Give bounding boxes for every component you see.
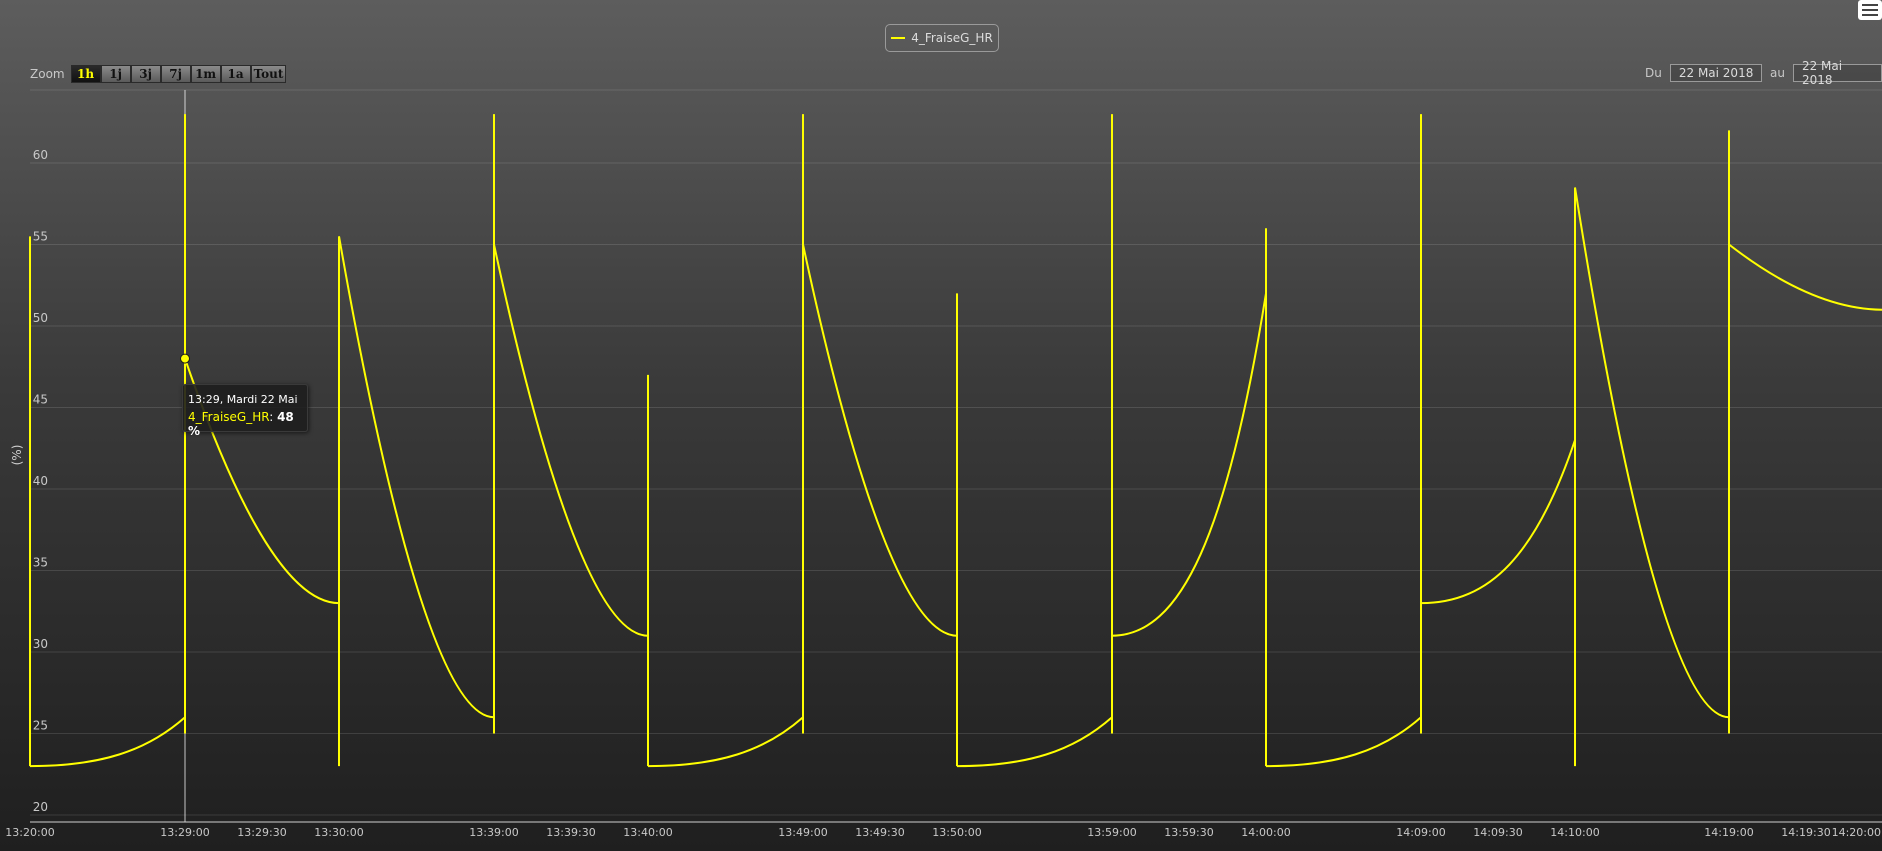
x-tick-label: 14:19:30 bbox=[1781, 826, 1830, 839]
series-segment bbox=[802, 244, 958, 637]
y-tick-label: 40 bbox=[33, 474, 48, 488]
x-tick-label: 14:09:00 bbox=[1396, 826, 1445, 839]
series-segment bbox=[29, 716, 186, 768]
y-tick-label: 60 bbox=[33, 148, 48, 162]
x-tick-label: 14:19:00 bbox=[1704, 826, 1753, 839]
zoom-button-1m[interactable]: 1m bbox=[190, 65, 221, 83]
legend-item-label[interactable]: 4_FraiseG_HR bbox=[911, 31, 993, 45]
y-tick-label: 30 bbox=[33, 637, 48, 651]
zoom-button-tout[interactable]: Tout bbox=[250, 65, 287, 83]
hamburger-menu-icon[interactable] bbox=[1858, 0, 1882, 20]
legend-line-icon bbox=[891, 37, 906, 39]
date-to-group: au 22 Mai 2018 bbox=[1770, 59, 1882, 87]
tooltip-series-name: 4_FraiseG_HR bbox=[188, 410, 270, 424]
series-segment bbox=[647, 716, 804, 768]
series-segment bbox=[1574, 187, 1730, 719]
x-tick-label: 13:49:30 bbox=[855, 826, 904, 839]
zoom-button-1a[interactable]: 1a bbox=[220, 65, 251, 83]
date-from-group: Du 22 Mai 2018 bbox=[1645, 64, 1763, 82]
y-tick-label: 35 bbox=[33, 556, 48, 570]
x-tick-label: 13:50:00 bbox=[932, 826, 981, 839]
zoom-label: Zoom bbox=[30, 67, 65, 81]
y-tick-label: 20 bbox=[33, 800, 48, 814]
x-tick-label: 13:30:00 bbox=[314, 826, 363, 839]
series-segment bbox=[493, 244, 649, 637]
x-tick-label: 14:00:00 bbox=[1241, 826, 1290, 839]
x-tick-label: 13:29:30 bbox=[237, 826, 286, 839]
series-segment bbox=[1265, 716, 1422, 768]
legend[interactable]: 4_FraiseG_HR bbox=[885, 24, 999, 52]
date-from-input[interactable]: 22 Mai 2018 bbox=[1669, 64, 1763, 82]
x-tick-label: 13:59:30 bbox=[1164, 826, 1213, 839]
y-tick-label: 55 bbox=[33, 230, 48, 244]
x-tick-label: 13:39:30 bbox=[546, 826, 595, 839]
tooltip-value: 48 % bbox=[188, 410, 294, 438]
date-from-label: Du bbox=[1645, 66, 1662, 80]
zoom-button-1h[interactable]: 1h bbox=[70, 65, 101, 83]
series-segment bbox=[1420, 439, 1576, 605]
tooltip-header: 13:29, Mardi 22 Mai bbox=[188, 393, 298, 406]
zoom-button-3j[interactable]: 3j bbox=[130, 65, 161, 83]
x-tick-label: 14:20:00 bbox=[1832, 826, 1881, 839]
date-to-input[interactable]: 22 Mai 2018 bbox=[1792, 59, 1882, 87]
series-segment bbox=[1728, 243, 1882, 311]
x-tick-label: 13:29:00 bbox=[160, 826, 209, 839]
x-tick-label: 13:39:00 bbox=[469, 826, 518, 839]
series-segment bbox=[956, 716, 1113, 768]
y-axis-ticks: 20 25 30 35 40 45 50 55 60 bbox=[33, 148, 48, 814]
x-tick-label: 13:59:00 bbox=[1087, 826, 1136, 839]
x-tick-label: 14:09:30 bbox=[1473, 826, 1522, 839]
x-axis-ticks: 13:20:00 13:29:00 13:29:30 13:30:00 13:39:00… bbox=[5, 826, 1881, 839]
series-segment bbox=[1111, 293, 1267, 637]
y-tick-label: 45 bbox=[33, 393, 48, 407]
zoom-button-7j[interactable]: 7j bbox=[160, 65, 191, 83]
series-segment bbox=[338, 236, 495, 719]
x-tick-label: 13:49:00 bbox=[778, 826, 827, 839]
zoom-toolbar: Zoom 1h 1j 3j 7j 1m 1a Tout bbox=[30, 65, 287, 83]
tooltip-row: 4_FraiseG_HR: 48 % bbox=[188, 410, 302, 438]
series-4-fraiseg-hr bbox=[29, 114, 1882, 768]
x-tick-label: 13:20:00 bbox=[5, 826, 54, 839]
zoom-button-1j[interactable]: 1j bbox=[100, 65, 131, 83]
x-tick-label: 13:40:00 bbox=[623, 826, 672, 839]
chart-tooltip: 13:29, Mardi 22 Mai 4_FraiseG_HR: 48 % bbox=[182, 384, 308, 438]
date-to-label: au bbox=[1770, 66, 1785, 80]
highlight-point-marker[interactable] bbox=[180, 353, 190, 364]
tooltip-separator: : bbox=[269, 410, 278, 424]
y-tick-label: 50 bbox=[33, 311, 48, 325]
x-tick-label: 14:10:00 bbox=[1550, 826, 1599, 839]
y-axis-label: (%) bbox=[10, 445, 24, 466]
y-tick-label: 25 bbox=[33, 719, 48, 733]
